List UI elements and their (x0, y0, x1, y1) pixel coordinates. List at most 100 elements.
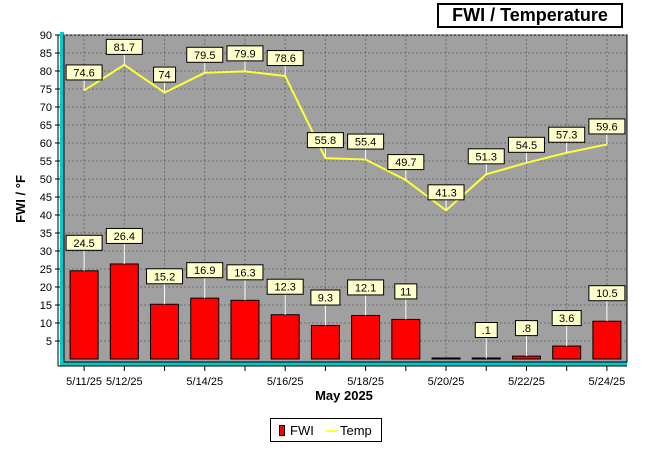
temp-value-label-box (548, 126, 586, 143)
temp-value-label: 81.7 (114, 42, 135, 54)
temp-value-label-box (153, 66, 177, 83)
temp-value-label-box (306, 132, 344, 149)
temp-legend-swatch (326, 430, 338, 432)
temp-value-label-box (427, 184, 465, 201)
fwi-value-label-box (186, 262, 224, 279)
fwi-value-label: 9.3 (318, 293, 333, 305)
fwi-value-label: 15.2 (154, 271, 175, 283)
y-tick-label: 40 (40, 210, 52, 222)
fwi-bar (69, 270, 99, 360)
temp-value-label: 74 (158, 70, 170, 82)
fwi-bar (351, 314, 381, 360)
x-tick-label: 5/16/25 (267, 376, 304, 388)
x-axis: 5/11/25 5/12/25 5/14/25 5/16/25 5/18/25 5/20/… (58, 365, 627, 388)
temp-value-label-box (387, 154, 425, 171)
legend: FWI Temp (270, 418, 382, 442)
y-tick-label: 45 (40, 192, 52, 204)
fwi-bar (310, 325, 340, 360)
y-tick-label: 60 (40, 138, 52, 150)
y-tick-label: 50 (40, 174, 52, 186)
y-tick-label: 70 (40, 102, 52, 114)
temp-value-label-box (507, 136, 545, 153)
fwi-value-label-box (226, 264, 264, 281)
y-tick-label: 35 (40, 228, 52, 240)
temp-line-path (83, 63, 608, 212)
x-axis-title: May 2025 (315, 388, 373, 403)
temp-value-label-box (105, 38, 143, 55)
fwi-value-label-box (65, 234, 103, 251)
data-labels: 24.5 26.4 15.2 16.9 16.3 12.3 9.3 12.1 11 .1 .8 3.6… (65, 38, 626, 359)
fwi-value-label-box (588, 285, 626, 302)
temp-value-label: 78.6 (274, 53, 295, 65)
temp-value-label: 74.6 (73, 67, 94, 79)
fwi-value-label-box (105, 227, 143, 244)
y-tick-label: 25 (40, 264, 52, 276)
fwi-bar (270, 314, 300, 360)
y-tick-label: 15 (40, 300, 52, 312)
fwi-bar (592, 320, 622, 360)
temp-value-label-box (65, 64, 103, 81)
temp-value-label-box (266, 50, 304, 67)
fwi-value-label-box (514, 320, 538, 337)
temp-value-label: 54.5 (516, 140, 537, 152)
fwi-bar (431, 357, 461, 360)
fwi-bar (190, 297, 220, 360)
frame-left-wall (60, 32, 64, 366)
plot-area (63, 34, 628, 363)
x-tick-label: 5/14/25 (186, 376, 223, 388)
fwi-bar (511, 355, 541, 360)
temp-value-label: 79.9 (234, 48, 255, 60)
temp-legend-label: Temp (340, 423, 372, 438)
y-tick-label: 20 (40, 282, 52, 294)
x-tick-label: 5/18/25 (347, 376, 384, 388)
fwi-value-label-box (474, 322, 498, 338)
fwi-value-label: 11 (400, 286, 411, 298)
temp-value-label-box (588, 118, 626, 135)
y-tick-label: 10 (40, 318, 52, 330)
fwi-value-label: 16.3 (234, 267, 255, 279)
fwi-value-label: .1 (482, 325, 491, 337)
fwi-bar (552, 345, 582, 360)
y-tick-label: 30 (40, 246, 52, 258)
y-tick-label: 65 (40, 120, 52, 132)
fwi-value-label: 26.4 (114, 231, 135, 243)
fwi-bar (109, 263, 139, 360)
temp-value-label: 59.6 (596, 121, 617, 133)
y-axis-title: FWI / °F (13, 175, 28, 223)
y-axis: 5 10 15 20 25 30 35 40 45 50 55 60 65 70 75 80 85 90 (40, 30, 60, 366)
x-tick-label: 5/22/25 (508, 376, 545, 388)
fwi-value-label: .8 (522, 323, 531, 335)
temp-value-label: 57.3 (556, 130, 577, 142)
fwi-value-label-box (266, 278, 304, 295)
frame-floor (60, 362, 627, 366)
y-tick-label: 55 (40, 156, 52, 168)
temp-value-label: 79.5 (194, 50, 215, 62)
fwi-value-label-box (551, 310, 582, 327)
chart-title: FWI / Temperature (437, 3, 623, 28)
fwi-legend-label: FWI (290, 423, 314, 438)
y-tick-label: 5 (46, 336, 52, 348)
fwi-value-label-box (310, 289, 341, 306)
fwi-value-label: 24.5 (73, 238, 94, 250)
fwi-bars (69, 263, 622, 360)
fwi-value-label: 3.6 (559, 313, 574, 325)
fwi-legend-swatch (279, 425, 285, 436)
temp-value-label: 55.4 (355, 137, 376, 149)
x-tick-label: 5/24/25 (589, 376, 626, 388)
fwi-bar (230, 299, 260, 360)
fwi-value-label-box (347, 279, 385, 296)
temp-value-label-box (467, 148, 505, 165)
temp-line (83, 63, 608, 212)
x-tick-label: 5/12/25 (106, 376, 143, 388)
fwi-bar (150, 303, 180, 360)
temp-value-label-box (226, 45, 264, 62)
fwi-value-label: 12.1 (355, 282, 376, 294)
y-tick-label: 80 (40, 66, 52, 78)
temp-value-label: 55.8 (315, 135, 336, 147)
temp-value-label: 41.3 (435, 187, 456, 199)
temp-value-label-box (186, 46, 224, 63)
fwi-value-label-box (146, 268, 184, 285)
y-tick-label: 85 (40, 48, 52, 60)
fwi-value-label-box (394, 283, 418, 300)
